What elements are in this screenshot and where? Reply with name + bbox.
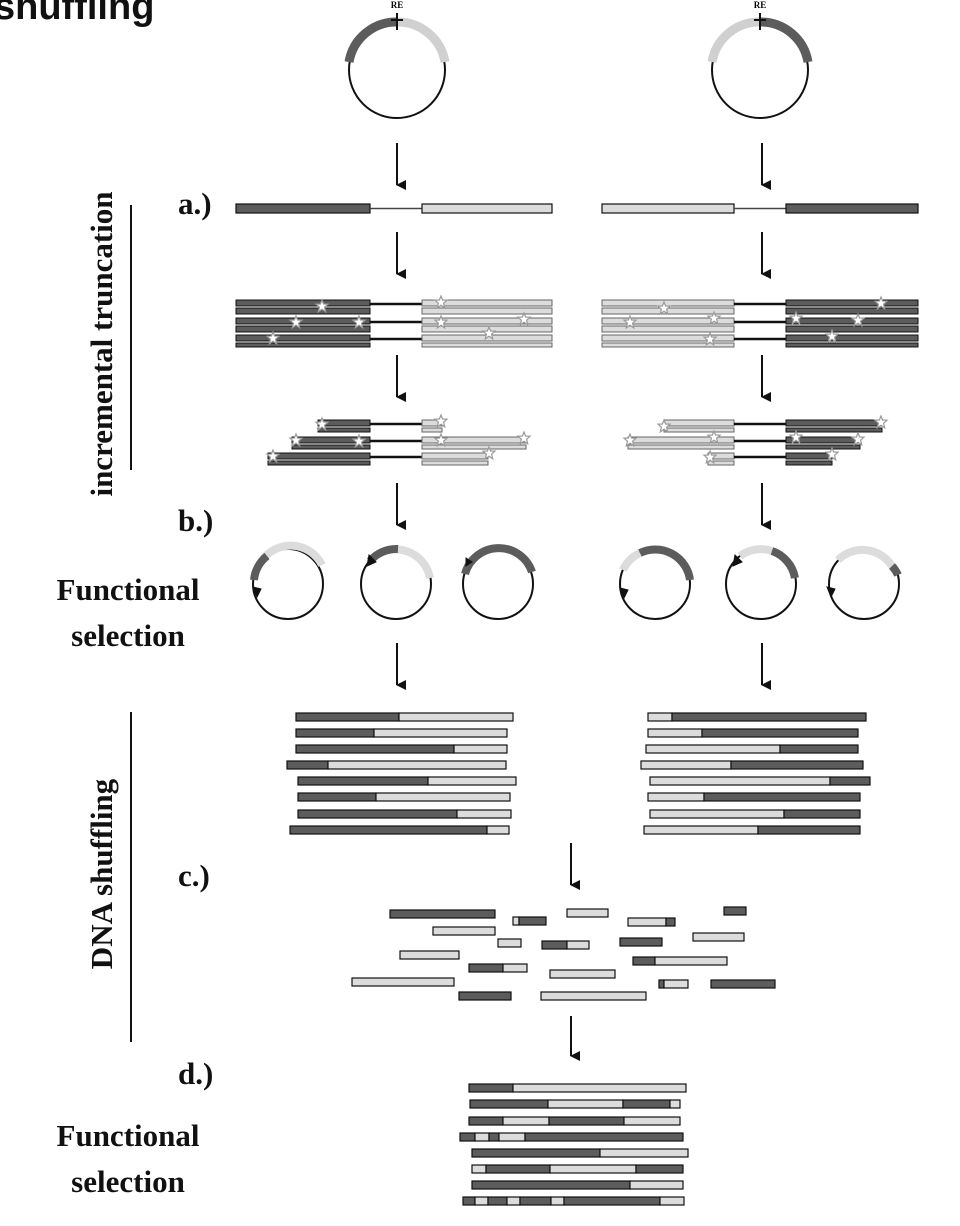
truncation-strands-right-1 (601, 299, 919, 348)
star-marker-icon (265, 294, 889, 465)
shuffled-library (459, 1083, 689, 1206)
linear-construct-right (601, 203, 919, 214)
functional-selection-line-2: selection (71, 618, 185, 653)
plasmid-icon (344, 13, 450, 119)
plasmid-icon (461, 544, 536, 620)
dna-fragments (351, 906, 776, 1001)
plasmid-icon (826, 545, 902, 620)
functional-selection-line-3: Functional (56, 1118, 200, 1153)
plasmid-icon (707, 13, 813, 119)
plasmid-icon (250, 541, 326, 620)
truncation-strands-left-2 (267, 419, 527, 466)
step-c-label: c.) (178, 858, 210, 893)
plasmid-icon (619, 545, 694, 620)
diagram-title-fragment: shuffling (0, 0, 155, 28)
restriction-enzyme-label-left: RE (391, 0, 404, 10)
functional-selection-label-1: Functional selection (44, 574, 212, 651)
chimera-library-right (640, 712, 871, 835)
restriction-enzyme-label-right: RE (754, 0, 767, 10)
step-b-label: b.) (178, 503, 214, 538)
plasmid-icon (725, 545, 799, 620)
chimera-library-left (286, 712, 517, 835)
functional-selection-line-4: selection (71, 1164, 185, 1199)
plasmid-icon (360, 544, 434, 620)
step-d-label: d.) (178, 1056, 214, 1091)
truncation-strands-left-1 (235, 299, 553, 348)
functional-selection-line-1: Functional (56, 572, 200, 607)
step-a-label: a.) (178, 186, 212, 221)
linear-construct-left (235, 203, 553, 214)
functional-selection-label-2: Functional selection (44, 1120, 212, 1197)
selected-plasmids (250, 541, 902, 620)
